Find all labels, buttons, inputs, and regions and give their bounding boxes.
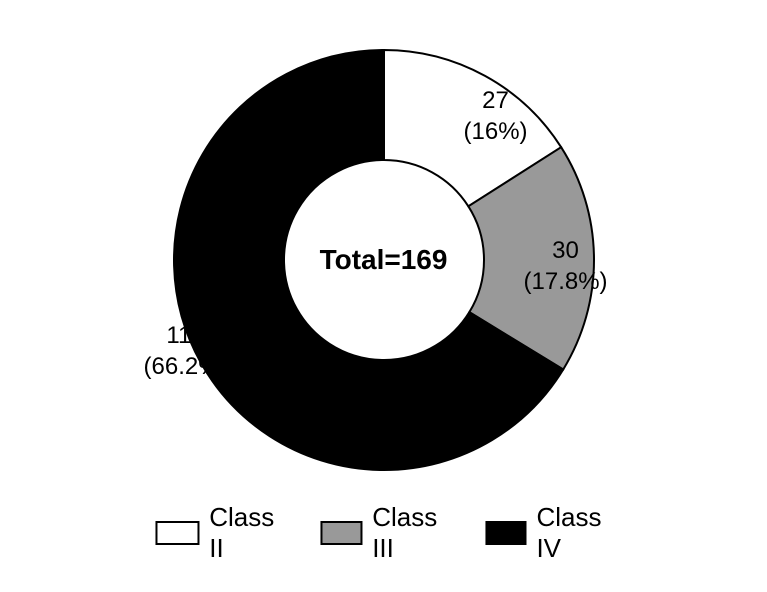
slice-count: 27 bbox=[464, 85, 528, 116]
legend-item-class-ii: Class II bbox=[155, 502, 282, 564]
slice-count: 30 bbox=[524, 235, 608, 266]
legend-label: Class III bbox=[372, 502, 447, 564]
slice-label-class-iii: 30 (17.8%) bbox=[524, 235, 608, 297]
center-total-label: Total=169 bbox=[320, 244, 448, 276]
legend-item-class-iv: Class IV bbox=[485, 502, 612, 564]
slice-percent: (66.2%) bbox=[144, 351, 228, 382]
legend: Class II Class III Class IV bbox=[155, 502, 612, 564]
legend-swatch bbox=[155, 521, 199, 545]
legend-label: Class II bbox=[209, 502, 282, 564]
legend-item-class-iii: Class III bbox=[320, 502, 447, 564]
legend-label: Class IV bbox=[536, 502, 612, 564]
donut-chart: Total=169 27 (16%) 30 (17.8%) 112 (66.2%… bbox=[164, 40, 604, 480]
slice-label-class-iv: 112 (66.2%) bbox=[144, 320, 228, 382]
slice-percent: (17.8%) bbox=[524, 266, 608, 297]
slice-label-class-ii: 27 (16%) bbox=[464, 85, 528, 147]
legend-swatch bbox=[485, 521, 526, 545]
slice-count: 112 bbox=[144, 320, 228, 351]
legend-swatch bbox=[320, 521, 362, 545]
slice-percent: (16%) bbox=[464, 116, 528, 147]
